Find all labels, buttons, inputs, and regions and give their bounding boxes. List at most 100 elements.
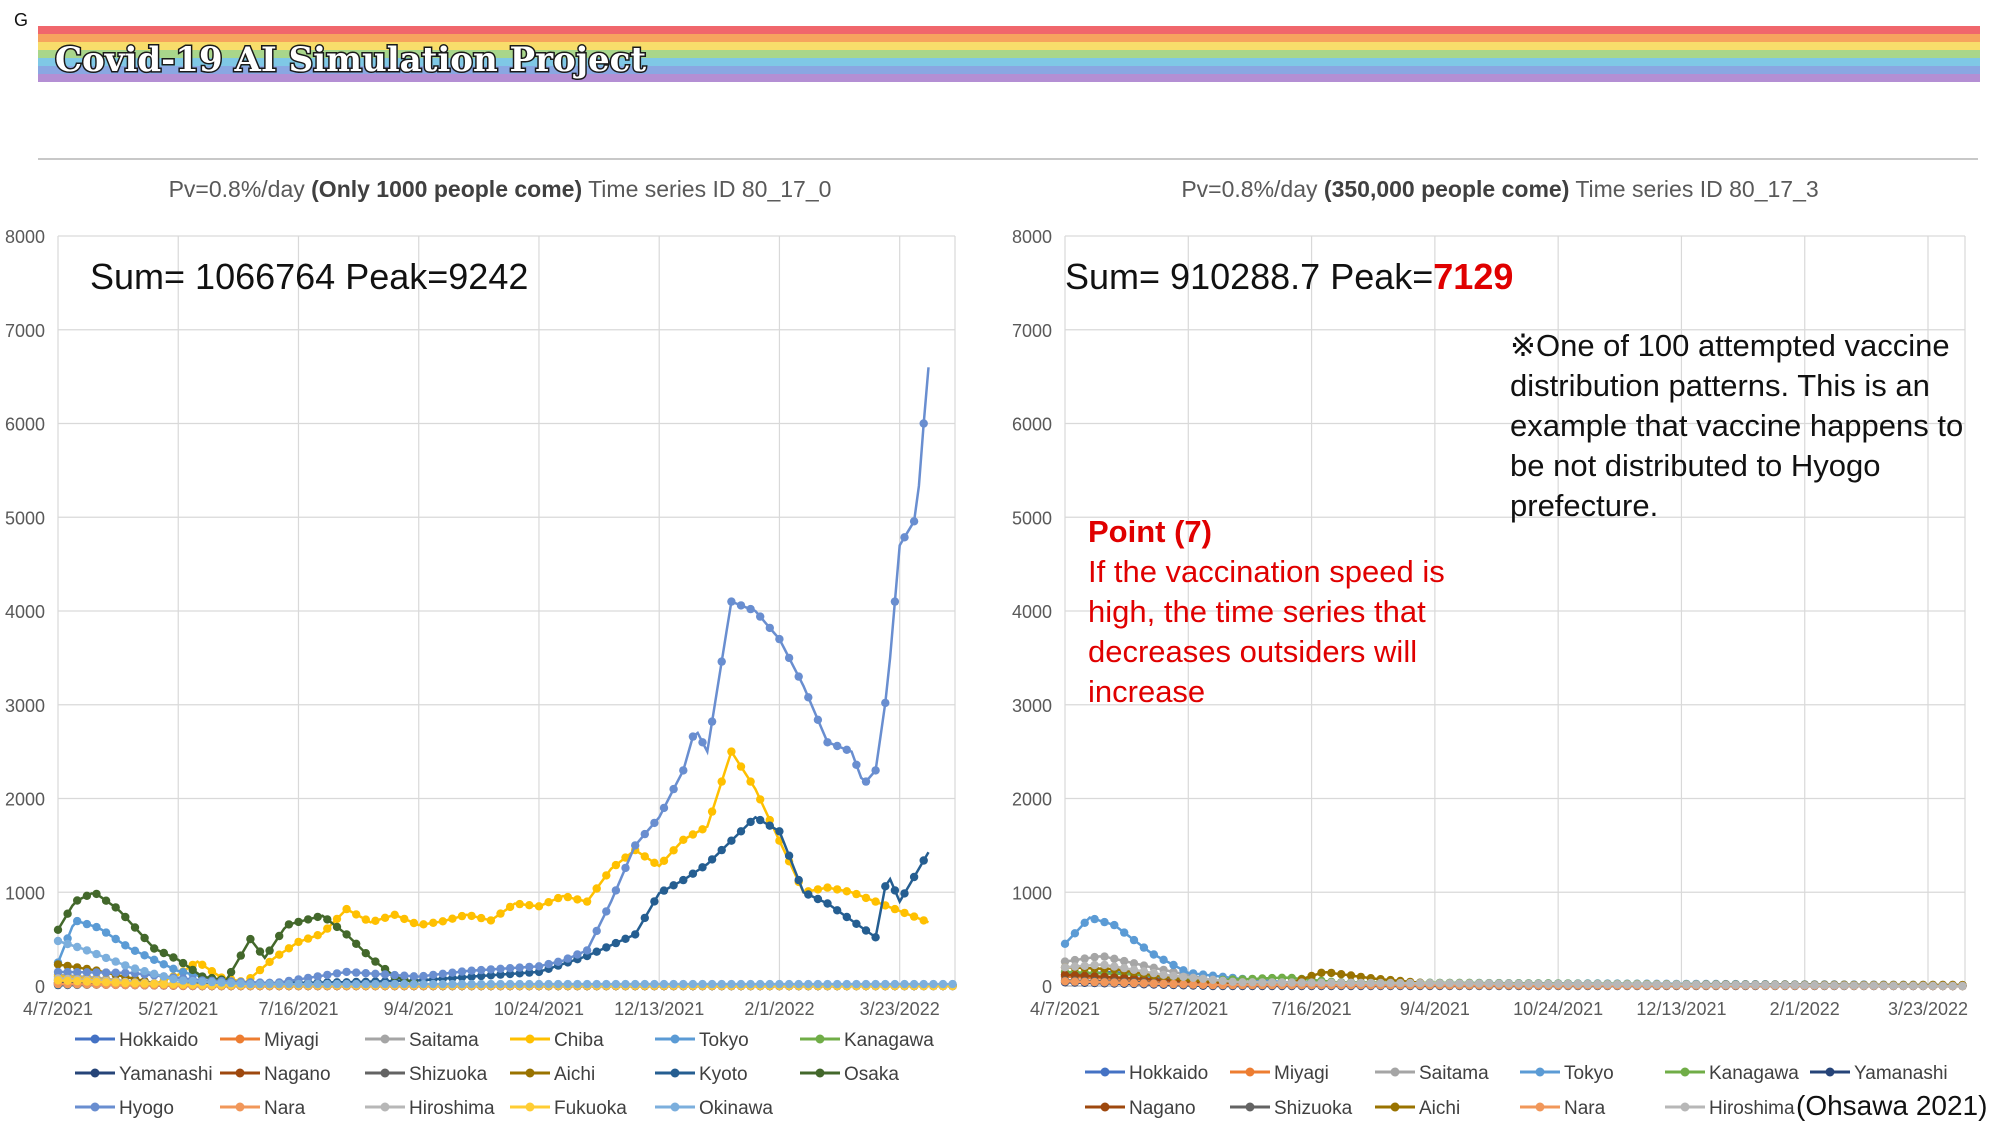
x-tick-label: 2/1/2022 bbox=[744, 999, 814, 1019]
x-tick-label: 3/23/2022 bbox=[1888, 999, 1968, 1019]
x-tick-label: 4/7/2021 bbox=[23, 999, 93, 1019]
y-tick-label: 4000 bbox=[1012, 602, 1052, 622]
data-point bbox=[1346, 978, 1356, 987]
data-point bbox=[1366, 978, 1376, 988]
data-point bbox=[1406, 978, 1415, 988]
data-point bbox=[1583, 979, 1592, 989]
data-point bbox=[457, 911, 467, 921]
data-point bbox=[1139, 943, 1149, 952]
data-point bbox=[1820, 981, 1829, 990]
data-point bbox=[1603, 980, 1612, 989]
data-point bbox=[1159, 970, 1168, 979]
legend-swatch-marker bbox=[1100, 1102, 1110, 1112]
x-tick-label: 5/27/2021 bbox=[1148, 999, 1228, 1019]
legend-item-yamanashi: Yamanashi bbox=[1810, 1063, 1948, 1084]
data-point bbox=[1356, 978, 1366, 988]
data-point bbox=[82, 919, 92, 929]
legend-label: Nagano bbox=[1129, 1098, 1196, 1119]
legend-item-hokkaido: Hokkaido bbox=[1085, 1063, 1208, 1084]
x-tick-label: 12/13/2021 bbox=[614, 999, 704, 1019]
y-tick-label: 0 bbox=[35, 977, 45, 997]
data-point bbox=[1179, 980, 1188, 989]
rainbow-stripe bbox=[38, 66, 1980, 74]
data-point bbox=[1287, 978, 1297, 987]
data-point bbox=[1327, 978, 1336, 987]
data-point bbox=[1761, 980, 1770, 990]
data-point bbox=[1317, 978, 1326, 987]
rainbow-stripe bbox=[38, 26, 1980, 34]
data-point bbox=[1534, 979, 1543, 988]
data-point bbox=[1475, 979, 1484, 988]
data-point bbox=[1100, 960, 1109, 970]
data-point bbox=[679, 835, 688, 844]
data-point bbox=[1770, 980, 1780, 990]
point-callout: Point (7) If the vaccination speed is hi… bbox=[1088, 512, 1508, 712]
data-point bbox=[1169, 960, 1178, 970]
legend-item-miyagi: Miyagi bbox=[1230, 1063, 1329, 1084]
data-point bbox=[1692, 980, 1701, 989]
data-point bbox=[419, 920, 428, 929]
data-point bbox=[1731, 980, 1740, 989]
data-point bbox=[909, 912, 919, 921]
legend-item-saitama: Saitama bbox=[1375, 1063, 1489, 1084]
data-point bbox=[1928, 981, 1938, 990]
data-point bbox=[1129, 978, 1139, 988]
data-point bbox=[1849, 981, 1859, 990]
data-point bbox=[1228, 977, 1237, 986]
data-point bbox=[400, 914, 409, 924]
y-tick-label: 6000 bbox=[5, 415, 45, 435]
data-point bbox=[467, 911, 476, 921]
data-point bbox=[1120, 928, 1129, 937]
legend-label: Hokkaido bbox=[1129, 1063, 1208, 1084]
data-point bbox=[496, 909, 505, 918]
data-point bbox=[813, 885, 823, 894]
y-tick-label: 3000 bbox=[5, 696, 45, 716]
data-point bbox=[380, 913, 390, 922]
data-point bbox=[698, 825, 707, 834]
data-point bbox=[1080, 961, 1089, 970]
data-point bbox=[352, 910, 361, 919]
data-point bbox=[1800, 981, 1809, 990]
legend-label: Tokyo bbox=[1564, 1063, 1614, 1084]
rainbow-stripe bbox=[38, 50, 1980, 58]
legend-label: Yamanashi bbox=[1854, 1063, 1948, 1084]
data-point bbox=[313, 931, 322, 940]
data-point bbox=[592, 884, 601, 893]
data-point bbox=[659, 856, 669, 865]
data-point bbox=[294, 937, 303, 947]
data-point bbox=[1110, 978, 1119, 987]
data-point bbox=[1110, 962, 1119, 971]
data-point bbox=[178, 967, 188, 977]
data-point bbox=[890, 904, 900, 914]
data-point bbox=[1524, 979, 1533, 988]
data-point bbox=[833, 885, 842, 894]
data-point bbox=[1198, 974, 1208, 983]
data-point bbox=[1642, 980, 1652, 989]
data-point bbox=[554, 893, 563, 903]
legend-swatch-marker bbox=[1825, 1067, 1835, 1077]
right-peak-value: 7129 bbox=[1433, 256, 1514, 297]
data-point bbox=[1070, 962, 1080, 971]
data-point bbox=[823, 883, 832, 892]
data-point bbox=[1070, 977, 1080, 986]
data-point bbox=[1159, 955, 1168, 964]
data-point bbox=[63, 961, 72, 971]
data-point bbox=[1701, 980, 1711, 989]
x-tick-label: 4/7/2021 bbox=[1030, 999, 1100, 1019]
data-point bbox=[303, 934, 313, 943]
data-point bbox=[515, 899, 524, 909]
credit-label: (Ohsawa 2021) bbox=[1796, 1090, 1988, 1121]
data-point bbox=[1060, 977, 1070, 986]
legend-swatch-marker bbox=[1680, 1102, 1690, 1112]
x-tick-label: 10/24/2021 bbox=[494, 999, 584, 1019]
data-point bbox=[1711, 980, 1721, 989]
data-point bbox=[1060, 939, 1070, 948]
data-point bbox=[1267, 978, 1277, 987]
data-point bbox=[140, 951, 149, 960]
right-chart-title: Pv=0.8%/day (350,000 people come) Time s… bbox=[1181, 176, 1819, 202]
data-point bbox=[505, 902, 515, 912]
data-point bbox=[1100, 917, 1109, 927]
data-point bbox=[900, 908, 909, 918]
data-point bbox=[1149, 950, 1159, 959]
